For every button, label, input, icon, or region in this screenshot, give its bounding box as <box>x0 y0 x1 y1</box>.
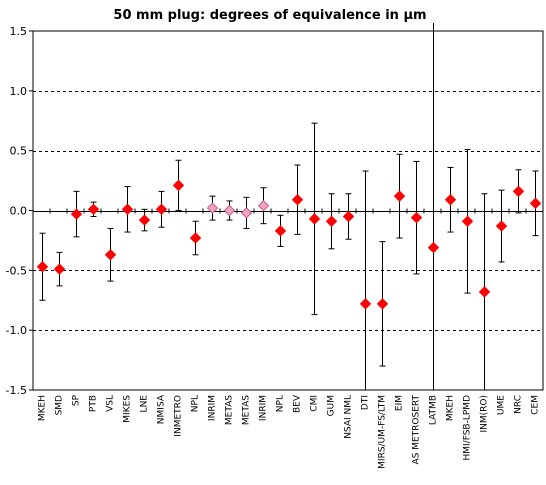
x-tick-label: SP <box>72 394 82 406</box>
x-tick-label: NPL <box>276 395 286 412</box>
data-point <box>155 203 168 216</box>
x-tick-label: METAS <box>242 395 252 425</box>
x-tick-label: LATMB <box>429 395 439 425</box>
x-tick-label: INRIM <box>208 395 218 421</box>
x-tick-label: METAS <box>225 395 235 425</box>
y-tick-label: -1.5 <box>6 384 27 397</box>
gridlines <box>33 91 543 331</box>
data-point <box>376 298 389 310</box>
y-tick-label: 0.0 <box>10 205 28 218</box>
data-point <box>87 203 100 216</box>
x-tick-labels: MKEH SMD SP PTB VSL MIKES LNE NMISA INMETRO NPL IN… <box>38 394 541 469</box>
data-point <box>240 207 253 219</box>
x-tick-label: MIKES <box>123 395 133 423</box>
data-point <box>138 214 151 226</box>
x-tick-label: NSAI NML <box>344 395 354 439</box>
x-tick-label: MKEH <box>38 395 48 421</box>
x-tick-label: INM(RO) <box>480 395 490 433</box>
data-point <box>223 204 236 217</box>
data-point <box>104 249 117 261</box>
data-point <box>444 194 457 206</box>
data-point <box>291 194 304 206</box>
x-tick-label: PTB <box>89 395 99 412</box>
x-tick-label: BEV <box>293 394 303 413</box>
error-bars <box>39 31 539 391</box>
x-tick-label: CEM <box>531 395 541 415</box>
data-point <box>410 211 423 224</box>
x-tick-label: EIM <box>395 395 405 411</box>
data-point <box>512 185 525 198</box>
x-tick-label: CMI <box>310 395 320 412</box>
data-point <box>36 261 49 273</box>
data-point <box>189 232 202 244</box>
data-point <box>257 200 270 212</box>
x-tick-label: GUM <box>327 395 337 416</box>
y-tick-label: 0.5 <box>10 145 28 158</box>
data-point <box>529 197 542 210</box>
x-tick-label: VSL <box>106 395 116 412</box>
x-tick-label: SMD <box>55 395 65 415</box>
data-point <box>461 215 474 227</box>
x-tick-label: UME <box>497 395 507 415</box>
data-point <box>121 203 134 216</box>
data-point <box>53 263 66 275</box>
y-tick-label: -0.5 <box>6 264 27 277</box>
x-tick-label: NRC <box>514 395 524 414</box>
data-point <box>308 213 321 225</box>
y-tick-label: 1.0 <box>10 85 28 98</box>
data-point <box>172 179 185 192</box>
data-point <box>342 210 355 223</box>
y-tick-label: -1.0 <box>6 324 27 337</box>
x-tick-label: NMISA <box>157 394 167 424</box>
data-point <box>478 286 491 298</box>
chart-title: 50 mm plug: degrees of equivalence in µm <box>113 8 426 23</box>
x-tick-label: LNE <box>140 395 150 413</box>
axes <box>29 23 544 391</box>
data-point <box>427 241 440 254</box>
x-tick-label: NPL <box>191 395 201 412</box>
x-tick-label: DTI <box>361 395 371 410</box>
data-markers <box>36 179 542 310</box>
x-tick-label: MKEH <box>446 395 456 421</box>
data-point <box>495 220 508 232</box>
data-point <box>274 225 287 237</box>
data-point <box>393 190 406 202</box>
data-point <box>206 202 219 214</box>
x-tick-label: HMI/FSB-LPMD <box>463 395 473 461</box>
y-tick-labels: 1.5 1.0 0.5 0.0 -0.5 -1.0 -1.5 <box>6 25 27 397</box>
data-point <box>70 208 83 220</box>
x-tick-label: INMETRO <box>174 395 184 437</box>
data-point <box>359 298 372 310</box>
y-tick-label: 1.5 <box>10 25 28 38</box>
x-tick-label: AS METROSERT <box>412 395 422 465</box>
x-tick-label: MIRS/UM-FS/LTM <box>378 395 388 469</box>
x-tick-label: INRIM <box>259 395 269 421</box>
data-point <box>325 215 338 227</box>
